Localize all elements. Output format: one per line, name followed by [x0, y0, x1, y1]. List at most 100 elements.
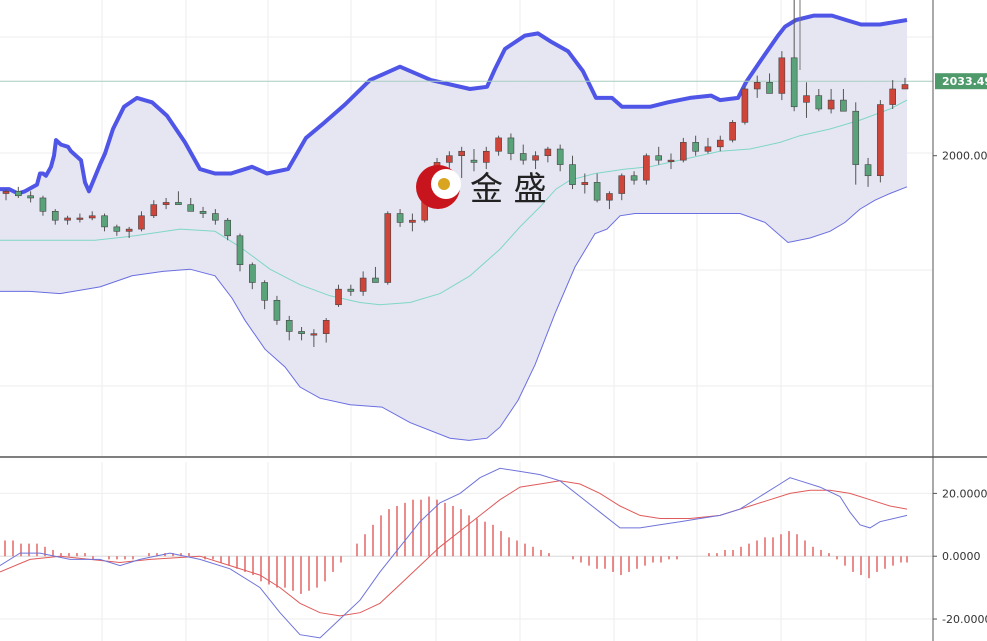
candle	[643, 153, 650, 185]
candle	[827, 88, 835, 114]
candle	[101, 213, 108, 232]
candle	[704, 137, 712, 154]
candle-body	[827, 99, 835, 110]
candle-body	[470, 159, 478, 163]
candle	[790, 0, 798, 112]
current-price-tag: 2033.49	[935, 73, 987, 90]
candle	[815, 88, 823, 112]
macd-axis-label: 0.0000	[942, 550, 981, 563]
candle	[249, 262, 256, 290]
candle	[606, 191, 613, 210]
candle-body	[396, 213, 404, 223]
candle	[27, 191, 34, 203]
candle-body	[298, 331, 305, 334]
candle	[175, 191, 182, 205]
candle-body	[15, 190, 22, 197]
upper-band-line	[0, 13, 908, 196]
candle	[840, 88, 847, 112]
candle-body	[803, 95, 810, 103]
candle-body	[790, 57, 798, 108]
candle-body	[249, 264, 256, 283]
candle-body	[409, 219, 416, 223]
candle	[766, 73, 773, 94]
candle-body	[643, 155, 650, 181]
candle-body	[175, 202, 182, 205]
candle-body	[569, 164, 576, 185]
candle-body	[39, 197, 47, 212]
candle	[495, 135, 502, 156]
candle-body	[815, 95, 823, 110]
candle	[384, 211, 392, 285]
candle-body	[310, 333, 318, 336]
candle	[458, 146, 465, 178]
band-fill	[0, 15, 907, 441]
candle-body	[76, 217, 84, 220]
candle	[446, 151, 453, 170]
candle	[556, 144, 564, 172]
candle-body	[889, 88, 896, 105]
candle	[593, 173, 601, 203]
candle-body	[458, 150, 465, 157]
candle	[88, 211, 96, 221]
candle-body	[101, 215, 108, 228]
candle	[236, 233, 244, 272]
candle	[125, 226, 133, 239]
candle	[224, 217, 231, 241]
watermark-text: 金 盛	[470, 169, 547, 208]
watermark-logo-sun	[438, 178, 450, 190]
macd-indicator	[0, 467, 933, 639]
candle-body	[753, 82, 761, 90]
signal-line	[0, 480, 908, 617]
candles	[2, 0, 909, 348]
candle-body	[199, 211, 207, 214]
candle-body	[372, 277, 379, 283]
candle-body	[778, 57, 786, 94]
candle	[396, 209, 404, 227]
candle	[372, 266, 379, 283]
candle-body	[495, 137, 502, 152]
candle	[322, 318, 330, 343]
candle-body	[88, 215, 96, 219]
candle-body	[692, 142, 699, 152]
candle-body	[852, 110, 860, 165]
candle	[864, 157, 872, 187]
candle-body	[64, 217, 71, 221]
candle	[359, 271, 367, 296]
candle-body	[138, 215, 145, 230]
candle	[335, 284, 342, 307]
macd-axis-label: 20.0000	[942, 487, 987, 500]
candle	[667, 153, 675, 170]
candle	[138, 211, 145, 232]
candle-body	[877, 104, 884, 177]
price-axis-label: 2000.00	[942, 150, 987, 163]
candle-body	[51, 211, 59, 221]
bollinger-band	[0, 13, 933, 441]
candle-body	[680, 142, 687, 161]
candle	[729, 120, 736, 143]
macd-axis-label: -20.0000	[942, 613, 987, 626]
candle	[901, 77, 909, 90]
candle-body	[236, 235, 244, 266]
candle-body	[482, 150, 490, 163]
candle	[310, 329, 318, 348]
candle	[544, 146, 552, 163]
candle	[212, 209, 219, 225]
candle	[187, 197, 195, 212]
candle-body	[864, 164, 872, 177]
candle-body	[150, 204, 158, 217]
candle-body	[446, 155, 453, 163]
watermark: 金 盛	[416, 165, 547, 209]
candle-body	[285, 320, 293, 332]
macd-line	[0, 467, 908, 639]
candle	[347, 284, 355, 296]
candle	[113, 224, 121, 236]
candle	[261, 280, 268, 310]
candle	[470, 149, 478, 172]
price-tag-label: 2033.49	[942, 75, 987, 88]
candle	[753, 75, 761, 98]
candle	[519, 144, 527, 165]
candle-body	[667, 159, 675, 162]
candle	[655, 146, 662, 165]
candle-body	[322, 320, 330, 334]
